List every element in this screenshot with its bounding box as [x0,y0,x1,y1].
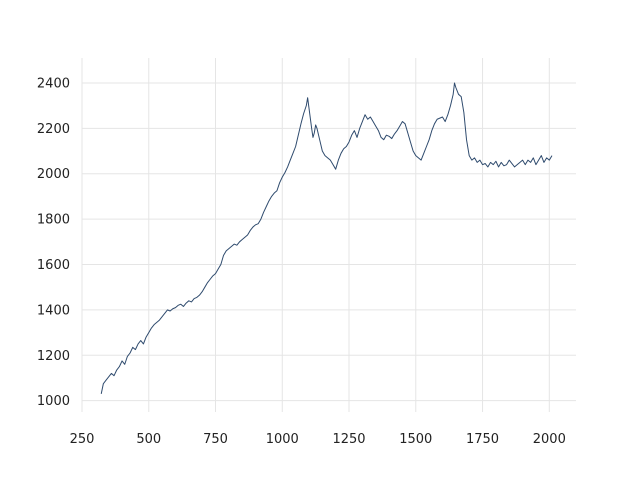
y-tick-label: 1800 [37,213,70,228]
y-tick-label: 2400 [37,76,70,91]
y-gridlines [82,82,576,402]
x-tick-label: 2000 [533,432,566,447]
x-tick-label: 250 [70,432,95,447]
y-tick-label: 2000 [37,167,70,182]
y-tick-label: 1200 [37,349,70,364]
y-tick-label: 2200 [37,122,70,137]
series-layer [100,82,553,394]
y-tick-label: 1600 [37,258,70,273]
x-tick-label: 1000 [266,432,299,447]
x-tick-labels: 250 500 750 1000 1250 1500 1750 2000 [70,432,566,447]
y-tick-label: 1000 [37,394,70,409]
x-tick-label: 1250 [332,432,365,447]
series-line-0 [100,82,553,394]
y-tick-labels: 1000 1200 1400 1600 1800 2000 2200 2400 [37,76,70,409]
x-tick-label: 1500 [399,432,432,447]
x-gridlines [81,58,550,412]
x-tick-label: 750 [203,432,228,447]
y-tick-label: 1400 [37,303,70,318]
x-tick-label: 1750 [466,432,499,447]
x-tick-label: 500 [136,432,161,447]
